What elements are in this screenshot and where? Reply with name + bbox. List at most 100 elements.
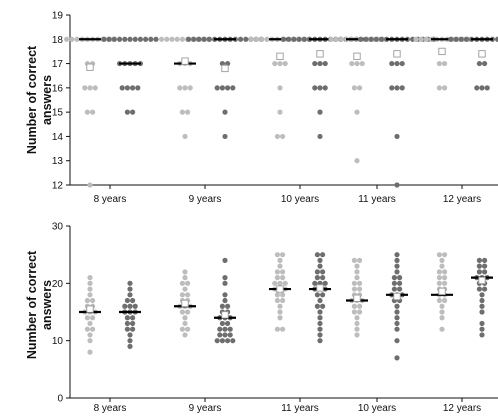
data-point xyxy=(222,332,228,338)
data-point xyxy=(394,257,400,263)
data-point xyxy=(463,36,469,42)
data-point xyxy=(476,269,482,275)
data-point xyxy=(127,343,133,349)
data-point xyxy=(227,326,233,332)
data-point xyxy=(272,60,278,67)
data-point xyxy=(280,269,286,275)
data-point xyxy=(363,36,369,42)
data-point xyxy=(238,36,244,42)
data-point xyxy=(222,292,228,298)
mean-marker xyxy=(181,57,189,65)
data-point xyxy=(479,292,485,298)
data-point xyxy=(214,338,220,344)
data-point xyxy=(317,332,323,338)
y-axis-title-line: Number of correct xyxy=(25,250,39,359)
data-point xyxy=(351,303,357,309)
data-point xyxy=(296,36,302,42)
data-point xyxy=(217,332,223,338)
data-point xyxy=(84,315,90,321)
data-point xyxy=(90,326,96,332)
x-tick-label: 10 years xyxy=(358,403,396,414)
data-point xyxy=(222,326,228,332)
data-point xyxy=(394,269,400,275)
data-point xyxy=(274,326,280,332)
mean-marker xyxy=(353,52,361,60)
data-point xyxy=(314,269,320,275)
data-point xyxy=(476,257,482,263)
y-tick-label: 16 xyxy=(52,83,64,94)
y-tick-label: 18 xyxy=(52,35,64,46)
data-point xyxy=(314,252,320,258)
y-axis-title-line: Number of correct xyxy=(25,45,39,154)
data-point xyxy=(373,36,379,42)
data-point xyxy=(277,263,283,269)
data-point xyxy=(394,182,400,188)
data-point xyxy=(84,297,90,304)
data-point xyxy=(418,36,424,42)
data-point xyxy=(191,36,197,42)
data-point xyxy=(124,85,130,91)
data-point xyxy=(130,85,136,91)
mean-marker xyxy=(438,287,446,296)
data-point xyxy=(264,36,270,42)
data-point xyxy=(394,263,400,269)
data-point xyxy=(272,280,278,286)
data-point xyxy=(357,286,363,292)
data-point xyxy=(274,252,280,258)
data-point xyxy=(230,338,236,344)
data-point xyxy=(243,36,249,42)
data-point xyxy=(359,60,365,67)
data-point xyxy=(394,338,400,344)
data-point xyxy=(354,320,360,327)
data-point xyxy=(320,292,326,298)
data-point xyxy=(317,60,323,67)
mean-marker xyxy=(86,305,94,313)
data-point xyxy=(436,275,442,281)
data-point xyxy=(317,85,323,91)
data-point xyxy=(179,326,185,332)
data-point xyxy=(479,320,485,327)
data-point xyxy=(442,280,448,286)
data-point xyxy=(482,60,488,67)
y-tick-label: 19 xyxy=(52,11,64,22)
data-point xyxy=(476,286,482,292)
data-point xyxy=(177,85,183,91)
data-point xyxy=(130,320,136,327)
data-point xyxy=(122,36,128,42)
data-point xyxy=(358,36,364,42)
data-point xyxy=(87,332,93,338)
data-point xyxy=(127,338,133,344)
data-point xyxy=(476,263,482,269)
data-point xyxy=(159,36,165,42)
data-point xyxy=(201,36,207,42)
data-point xyxy=(84,109,90,115)
data-point xyxy=(317,133,323,140)
y-axis-title-line: answers xyxy=(40,75,54,125)
data-point xyxy=(130,315,136,321)
data-point xyxy=(482,263,488,269)
data-point xyxy=(397,286,403,292)
data-point xyxy=(484,85,490,91)
data-point xyxy=(225,303,231,309)
data-point xyxy=(169,36,175,42)
data-point xyxy=(130,109,136,115)
data-point xyxy=(286,36,292,42)
y-tick-label: 30 xyxy=(52,222,64,233)
data-point xyxy=(127,332,133,338)
data-point xyxy=(74,36,80,42)
data-point xyxy=(280,252,286,258)
y-tick-label: 12 xyxy=(52,181,64,192)
data-point xyxy=(132,36,138,42)
data-point xyxy=(277,315,283,321)
y-tick-label: 20 xyxy=(52,279,64,290)
data-point xyxy=(90,297,96,304)
data-point xyxy=(127,36,133,42)
data-point xyxy=(479,332,485,338)
data-point xyxy=(442,60,448,67)
data-point xyxy=(394,252,400,258)
data-point xyxy=(274,133,280,140)
data-point xyxy=(132,303,138,309)
data-point xyxy=(394,309,400,315)
data-point xyxy=(357,280,363,286)
